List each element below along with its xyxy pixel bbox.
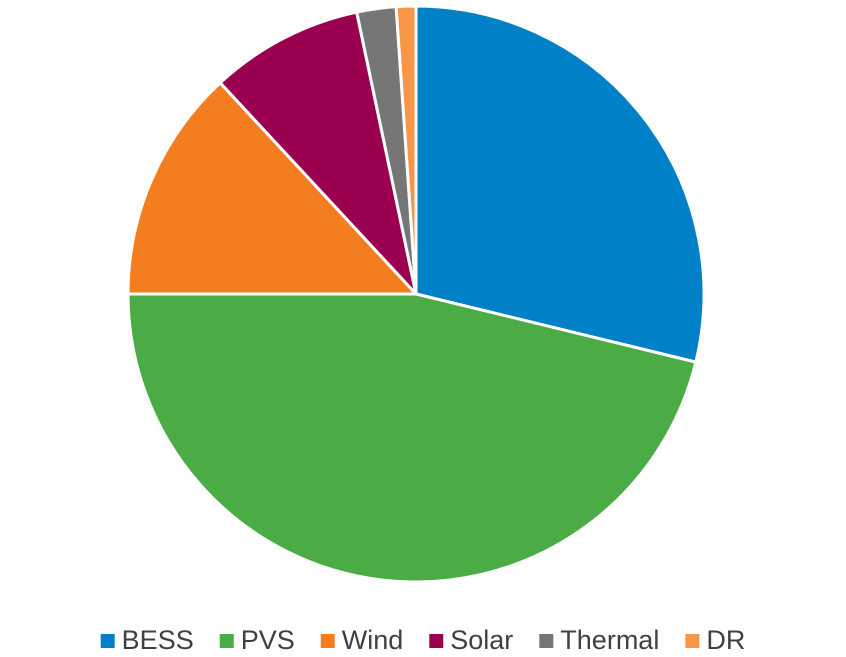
- legend-swatch: [320, 634, 335, 648]
- pie-slice: [218, 10, 418, 296]
- legend-label: Thermal: [560, 625, 659, 655]
- pie-slice: [394, 4, 418, 296]
- legend-label: DR: [706, 625, 745, 655]
- pie-slice: [126, 292, 698, 584]
- pie-slice: [126, 81, 418, 296]
- legend-swatch: [219, 634, 234, 648]
- pie: [126, 4, 706, 584]
- legend-label: Wind: [342, 625, 404, 655]
- legend-swatch: [100, 634, 115, 648]
- legend-label: PVS: [241, 625, 295, 655]
- legend-label: Solar: [450, 625, 513, 655]
- legend-label: BESS: [122, 625, 194, 655]
- legend-swatch: [429, 634, 444, 648]
- legend-swatch: [685, 634, 700, 648]
- pie-slice: [414, 4, 706, 364]
- legend-swatch: [539, 634, 554, 648]
- legend: BESS PVS Wind Solar Thermal DR: [100, 625, 745, 655]
